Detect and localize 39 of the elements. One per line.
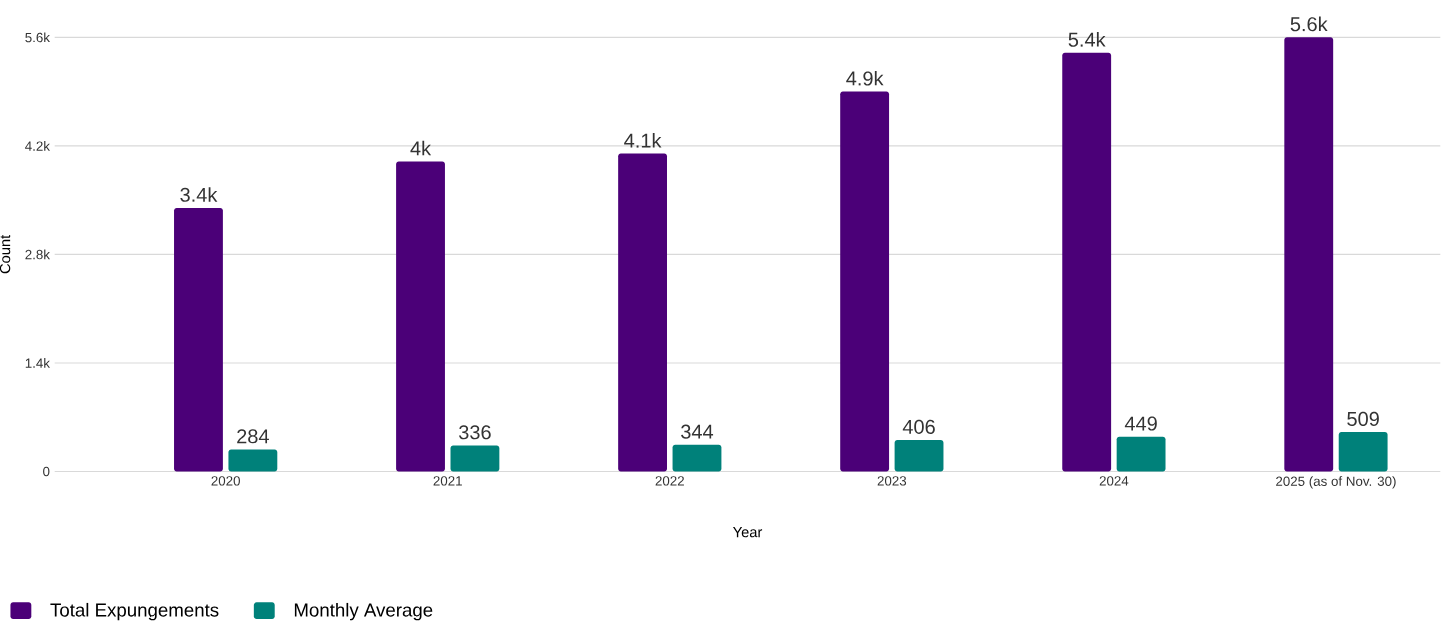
data-label: 5.6k [1290, 16, 1328, 32]
data-label: 284 [237, 429, 269, 444]
data-label: 3.4k [180, 187, 218, 202]
data-label: 5.4k [1068, 32, 1106, 47]
y-axis-title: Count [0, 234, 11, 274]
bar [1062, 52, 1112, 472]
x-axis-title: Year [732, 527, 763, 538]
bar [1116, 436, 1166, 472]
x-tick-label: 2024 [1099, 476, 1129, 486]
bar [228, 449, 278, 472]
x-tick-label: 2022 [655, 476, 684, 486]
bar [1284, 37, 1334, 472]
bar [840, 91, 890, 472]
data-label: 449 [1124, 416, 1157, 431]
y-tick-label: 1.4k [25, 358, 50, 368]
bar [174, 207, 223, 472]
x-tick-label: 2025 (as of Nov. 30) [1276, 476, 1396, 489]
x-tick-label: 2020 [211, 476, 240, 486]
data-label: 344 [681, 424, 714, 439]
y-tick-label: 2.8k [25, 249, 50, 260]
data-label: 406 [902, 419, 935, 434]
y-tick-label: 0 [43, 466, 50, 477]
legend-label: Total Expungements [50, 602, 219, 621]
data-label: 509 [1347, 411, 1379, 426]
bar [396, 161, 445, 472]
x-tick-label: 2023 [877, 476, 907, 486]
data-label: 4k [410, 140, 432, 156]
data-label: 4.9k [846, 70, 884, 86]
bar [894, 439, 944, 472]
y-tick-label: 4.2k [25, 140, 50, 151]
bar [450, 445, 500, 472]
x-tick-label: 2021 [433, 476, 462, 486]
bar [618, 153, 667, 472]
data-label: 336 [458, 425, 491, 440]
data-label: 4.1k [624, 133, 662, 148]
bar [1338, 431, 1388, 472]
y-tick-label: 5.6k [25, 32, 50, 43]
legend-label: Monthly Average [294, 602, 433, 621]
bar [672, 444, 722, 472]
